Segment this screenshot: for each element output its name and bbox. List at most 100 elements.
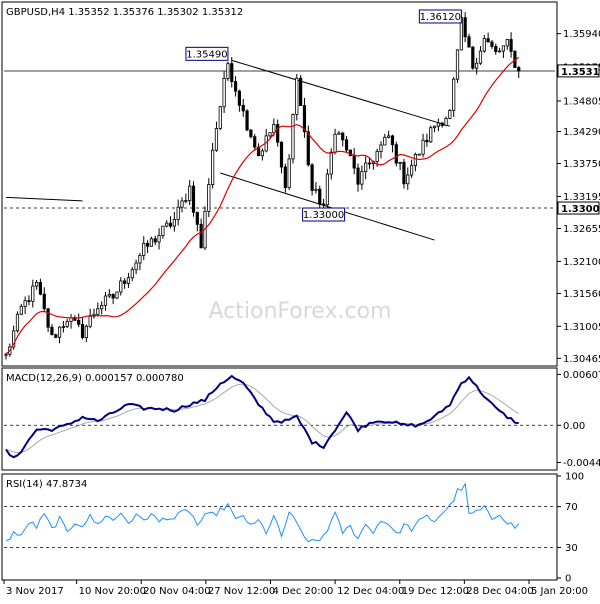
candle-body [486,38,490,43]
candle-body [12,330,16,348]
candle [123,278,127,289]
candle-body [218,106,222,129]
candle-body [417,153,421,156]
candle [421,133,425,158]
candle-body [432,125,437,129]
candle-body [379,144,383,152]
candle-body [337,132,341,135]
macd-panel-frame [1,367,558,471]
candle-body [153,238,157,243]
candle [111,293,115,304]
candle [325,168,330,209]
candle-body [207,184,211,212]
candle [440,122,444,128]
candle [130,267,134,282]
candle-body [172,219,176,227]
price-tick-label: 1.34805 [563,96,600,107]
candle-body [61,326,65,328]
candle [107,289,111,299]
price-panel: ActionForex.com GBPUSD,H4 1.35352 1.3537… [1,1,600,367]
candle-body [15,313,20,332]
candle-body [134,262,138,271]
candle-body [482,38,486,52]
candle-body [283,166,287,189]
candle [211,142,215,189]
x-tick-label: 12 Dec 04:00 [337,586,404,597]
candle [249,129,253,139]
candle [191,181,196,217]
candle-body [103,295,108,306]
candle-body [222,78,226,108]
candle [321,198,326,209]
candle [103,291,108,311]
candle-body [383,136,387,146]
rsi-y-axis: 100 70 30 0 [557,472,584,585]
macd-line [5,374,519,459]
candle [42,287,46,312]
candle-body [107,293,111,297]
price-tick-label: 1.30465 [563,354,600,365]
candle [413,152,418,172]
candle-body [501,45,506,52]
candle [241,98,245,117]
rsi-panel: RSI(14) 47.8734 100 70 30 0 [1,472,584,585]
candle-body [111,293,115,299]
candle [318,185,322,212]
candle [253,134,257,151]
candle-body [268,132,272,137]
rsi-line [5,482,520,543]
candle [50,324,54,336]
price-tick-label: 1.32100 [563,257,600,268]
candle-body [233,81,238,92]
rsi-panel-frame [1,473,558,581]
candle [31,279,35,308]
candle-body [279,141,284,168]
candle [517,65,521,79]
price-tick-label: 1.33195 [563,192,600,203]
candle-body [230,63,234,82]
candle-body [291,113,295,160]
candle-body [38,282,43,295]
candle [38,278,43,296]
candle-body [440,122,444,126]
candle [306,125,310,167]
price-candles [4,10,521,360]
candle-body [367,162,372,165]
candle [279,141,284,174]
candle-body [211,149,215,185]
candle-body [253,136,257,148]
candle-body [149,238,154,247]
macd-tick-label: -0.004441 [563,458,600,469]
price-callout: 1.33000 [302,207,346,222]
candle [96,302,100,317]
candle [444,116,448,127]
candle-body [375,151,379,163]
candle [100,301,104,315]
candle-body [272,124,276,134]
candle [157,228,161,250]
candle [15,311,20,333]
candle-body [50,326,54,336]
candle [23,296,27,314]
candle-body [100,304,104,310]
candle-body [157,235,161,243]
candle [88,308,92,329]
rsi-level-lines [4,506,555,548]
x-tick-label: 28 Dec 04:00 [466,586,533,597]
candle-body [517,67,521,72]
price-tick-label: 1.35940 [563,29,600,40]
rsi-tick-label: 0 [565,574,571,585]
candle [436,118,440,132]
price-y-axis: 1.359401.353751.348051.342901.337501.331… [557,29,600,365]
candle-body [191,185,196,213]
candle-body [241,104,245,112]
candle [134,259,138,275]
candle-body [329,151,333,175]
candle-body [455,49,460,80]
candle [126,272,131,288]
candle [475,57,479,75]
candle [27,295,31,306]
price-tick-label: 1.33750 [563,159,600,170]
candle [145,240,150,254]
